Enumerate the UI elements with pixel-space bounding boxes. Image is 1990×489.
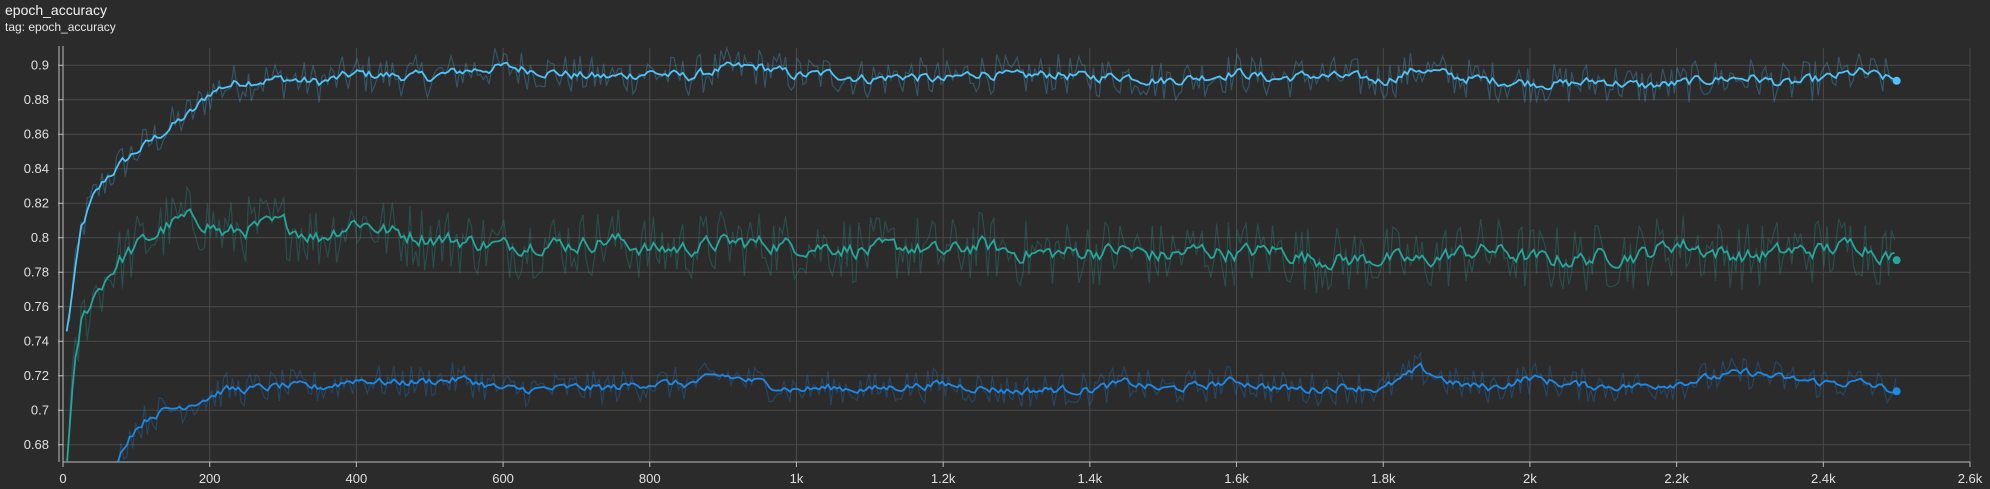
series: [65, 46, 1901, 467]
y-tick-label: 0.76: [24, 299, 49, 314]
tick-labels: 0.68 0.7 0.72 0.74 0.76 0.78 0.8 0.82 0.84 0.86 0.…: [24, 57, 1983, 486]
x-tick-label: 400: [346, 471, 368, 486]
y-tick-label: 0.68: [24, 437, 49, 452]
x-tick-label: 2.2k: [1664, 471, 1689, 486]
x-tick-label: 1k: [790, 471, 804, 486]
y-tick-label: 0.7: [31, 402, 49, 417]
series-group: [117, 351, 1897, 462]
series-raw-line: [66, 46, 1895, 327]
series-end-point[interactable]: [1892, 256, 1901, 265]
y-tick-label: 0.74: [24, 333, 49, 348]
series-group: [65, 46, 1895, 332]
y-tick-label: 0.88: [24, 92, 49, 107]
x-tick-label: 0: [59, 471, 66, 486]
series-group: [66, 185, 1896, 467]
x-tick-label: 2.4k: [1811, 471, 1836, 486]
x-tick-label: 600: [492, 471, 514, 486]
x-tick-label: 1.2k: [931, 471, 956, 486]
series-smoothed-line[interactable]: [117, 362, 1897, 462]
x-tick-label: 200: [199, 471, 221, 486]
y-tick-label: 0.78: [24, 264, 49, 279]
x-tick-label: 800: [639, 471, 661, 486]
y-tick-label: 0.72: [24, 368, 49, 383]
y-tick-label: 0.84: [24, 161, 49, 176]
x-tick-label: 1.8k: [1371, 471, 1396, 486]
series-raw-line: [67, 185, 1896, 462]
series-smoothed-line[interactable]: [66, 208, 1895, 467]
series-end-point[interactable]: [1892, 387, 1901, 396]
y-tick-label: 0.8: [31, 230, 49, 245]
chart-title: epoch_accuracy: [5, 2, 107, 18]
series-smoothed-line[interactable]: [65, 61, 1895, 332]
y-tick-label: 0.82: [24, 195, 49, 210]
y-tick-label: 0.86: [24, 126, 49, 141]
chart-tag-label: tag: epoch_accuracy: [5, 20, 116, 34]
axes: [58, 46, 1971, 467]
series-end-point[interactable]: [1892, 76, 1901, 85]
x-tick-label: 1.4k: [1078, 471, 1103, 486]
y-tick-label: 0.9: [31, 57, 49, 72]
grid: [62, 48, 1971, 462]
x-tick-label: 2.6k: [1958, 471, 1983, 486]
series-raw-line: [118, 351, 1897, 462]
x-tick-label: 2k: [1523, 471, 1537, 486]
x-tick-label: 1.6k: [1224, 471, 1249, 486]
